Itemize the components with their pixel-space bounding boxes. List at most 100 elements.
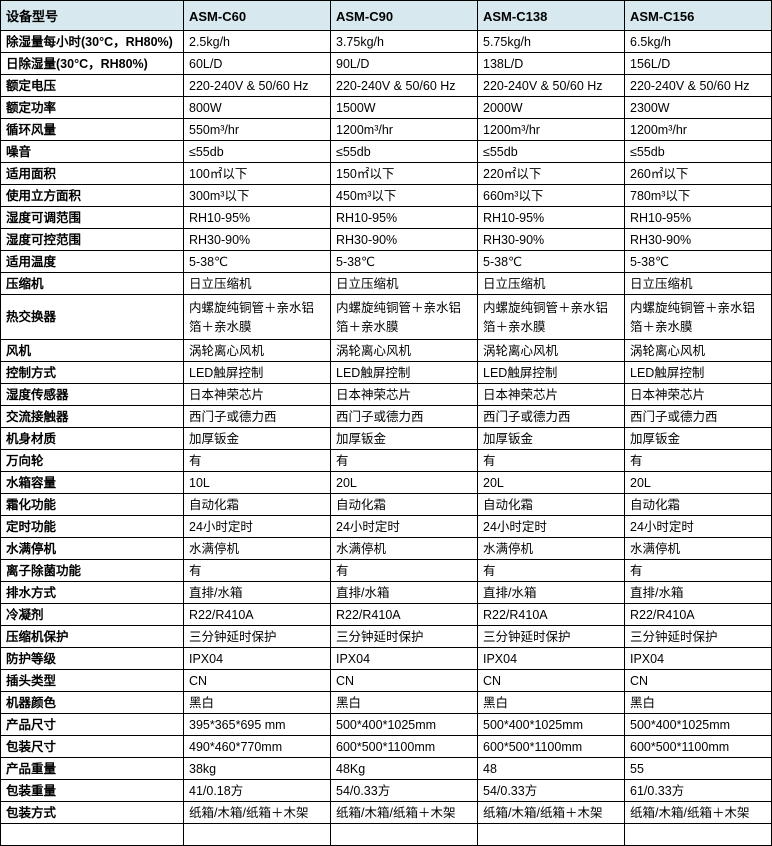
table-row: 压缩机 日立压缩机 日立压缩机 日立压缩机 日立压缩机 — [0, 272, 772, 295]
row-label: 定时功能 — [0, 515, 184, 538]
table-cell: 日本神荣芯片 — [183, 383, 331, 406]
table-cell: 日立压缩机 — [624, 272, 772, 295]
table-cell: 150㎡以下 — [330, 162, 478, 185]
table-row: 适用温度 5-38℃ 5-38℃ 5-38℃ 5-38℃ — [0, 250, 772, 273]
row-label: 使用立方面积 — [0, 184, 184, 207]
table-row: 产品重量 38kg 48Kg 48 55 — [0, 757, 772, 780]
table-cell: 800W — [183, 96, 331, 119]
table-cell: 有 — [183, 449, 331, 472]
table-cell: R22/R410A — [477, 603, 625, 626]
table-cell: 西门子或德力西 — [183, 405, 331, 428]
row-label: 离子除菌功能 — [0, 559, 184, 582]
table-cell: 6.5kg/h — [624, 30, 772, 53]
row-label: 包装重量 — [0, 779, 184, 802]
table-cell: 5.75kg/h — [477, 30, 625, 53]
table-cell: 20L — [330, 471, 478, 494]
row-label: 湿度传感器 — [0, 383, 184, 406]
table-cell: RH10-95% — [330, 206, 478, 229]
table-cell: 780m³以下 — [624, 184, 772, 207]
table-row: 霜化功能 自动化霜 自动化霜 自动化霜 自动化霜 — [0, 493, 772, 516]
table-row: 包装重量 41/0.18方 54/0.33方 54/0.33方 61/0.33方 — [0, 779, 772, 802]
header-cell-model-4: ASM-C156 — [624, 0, 772, 31]
table-cell: IPX04 — [624, 647, 772, 670]
table-row: 额定功率 800W 1500W 2000W 2300W — [0, 96, 772, 119]
table-cell: 2000W — [477, 96, 625, 119]
table-cell: CN — [183, 669, 331, 692]
table-cell: RH30-90% — [624, 228, 772, 251]
table-cell: 有 — [330, 449, 478, 472]
table-cell: 2.5kg/h — [183, 30, 331, 53]
table-cell: 54/0.33方 — [330, 779, 478, 802]
table-cell: 黑白 — [330, 691, 478, 714]
table-cell: 三分钟延时保护 — [624, 625, 772, 648]
table-cell: 三分钟延时保护 — [330, 625, 478, 648]
table-row: 冷凝剂 R22/R410A R22/R410A R22/R410A R22/R410A — [0, 603, 772, 626]
table-cell: 纸箱/木箱/纸箱＋木架 — [330, 801, 478, 824]
row-label: 热交换器 — [0, 294, 184, 340]
row-label: 适用面积 — [0, 162, 184, 185]
table-cell: RH10-95% — [624, 206, 772, 229]
table-cell: 自动化霜 — [624, 493, 772, 516]
table-cell: 水满停机 — [330, 537, 478, 560]
table-cell: 三分钟延时保护 — [183, 625, 331, 648]
table-cell: 自动化霜 — [183, 493, 331, 516]
row-label: 霜化功能 — [0, 493, 184, 516]
table-cell: ≤55db — [477, 140, 625, 163]
row-label: 噪音 — [0, 140, 184, 163]
table-cell: 纸箱/木箱/纸箱＋木架 — [477, 801, 625, 824]
table-cell: 5-38℃ — [183, 250, 331, 273]
table-cell: 三分钟延时保护 — [477, 625, 625, 648]
table-cell: 加厚钣金 — [477, 427, 625, 450]
row-label: 压缩机 — [0, 272, 184, 295]
row-label: 湿度可调范围 — [0, 206, 184, 229]
table-cell: 60L/D — [183, 52, 331, 75]
table-cell: 24小时定时 — [624, 515, 772, 538]
table-cell — [183, 823, 331, 846]
row-label: 万向轮 — [0, 449, 184, 472]
table-cell: 660m³以下 — [477, 184, 625, 207]
table-cell: CN — [624, 669, 772, 692]
table-cell: 黑白 — [477, 691, 625, 714]
table-cell: 1200m³/hr — [624, 118, 772, 141]
header-cell-model-1: ASM-C60 — [183, 0, 331, 31]
table-cell: 24小时定时 — [183, 515, 331, 538]
row-label: 额定电压 — [0, 74, 184, 97]
table-cell — [330, 823, 478, 846]
table-cell: 38kg — [183, 757, 331, 780]
table-cell: 纸箱/木箱/纸箱＋木架 — [624, 801, 772, 824]
table-cell: IPX04 — [477, 647, 625, 670]
table-row: 水箱容量 10L 20L 20L 20L — [0, 471, 772, 494]
table-cell: 涡轮离心风机 — [477, 339, 625, 362]
table-cell: 500*400*1025mm — [624, 713, 772, 736]
table-cell: 直排/水箱 — [624, 581, 772, 604]
row-label: 插头类型 — [0, 669, 184, 692]
table-cell: LED触屏控制 — [624, 361, 772, 384]
header-row: 设备型号 ASM-C60 ASM-C90 ASM-C138 ASM-C156 — [0, 0, 772, 31]
table-cell: 有 — [624, 449, 772, 472]
table-cell — [624, 823, 772, 846]
table-cell: 41/0.18方 — [183, 779, 331, 802]
row-label: 包装方式 — [0, 801, 184, 824]
table-cell: CN — [477, 669, 625, 692]
table-cell: 220-240V & 50/60 Hz — [477, 74, 625, 97]
table-row: 循环风量 550m³/hr 1200m³/hr 1200m³/hr 1200m³/hr — [0, 118, 772, 141]
table-cell: ≤55db — [624, 140, 772, 163]
table-cell: IPX04 — [183, 647, 331, 670]
header-cell-label: 设备型号 — [0, 0, 184, 31]
table-cell: 5-38℃ — [624, 250, 772, 273]
row-label: 排水方式 — [0, 581, 184, 604]
table-cell: 涡轮离心风机 — [183, 339, 331, 362]
table-row: 机身材质 加厚钣金 加厚钣金 加厚钣金 加厚钣金 — [0, 427, 772, 450]
table-row: 湿度可调范围 RH10-95% RH10-95% RH10-95% RH10-95% — [0, 206, 772, 229]
table-cell: 涡轮离心风机 — [624, 339, 772, 362]
table-row: 产品尺寸 395*365*695 mm 500*400*1025mm 500*400*… — [0, 713, 772, 736]
table-cell: 61/0.33方 — [624, 779, 772, 802]
table-row: 噪音 ≤55db ≤55db ≤55db ≤55db — [0, 140, 772, 163]
table-cell: 内螺旋纯铜管＋亲水铝箔＋亲水膜 — [330, 294, 478, 340]
table-cell: 24小时定时 — [477, 515, 625, 538]
table-row — [0, 823, 772, 846]
table-cell: 日本神荣芯片 — [477, 383, 625, 406]
table-row: 湿度可控范围 RH30-90% RH30-90% RH30-90% RH30-90% — [0, 228, 772, 251]
header-cell-model-2: ASM-C90 — [330, 0, 478, 31]
table-cell: 1500W — [330, 96, 478, 119]
